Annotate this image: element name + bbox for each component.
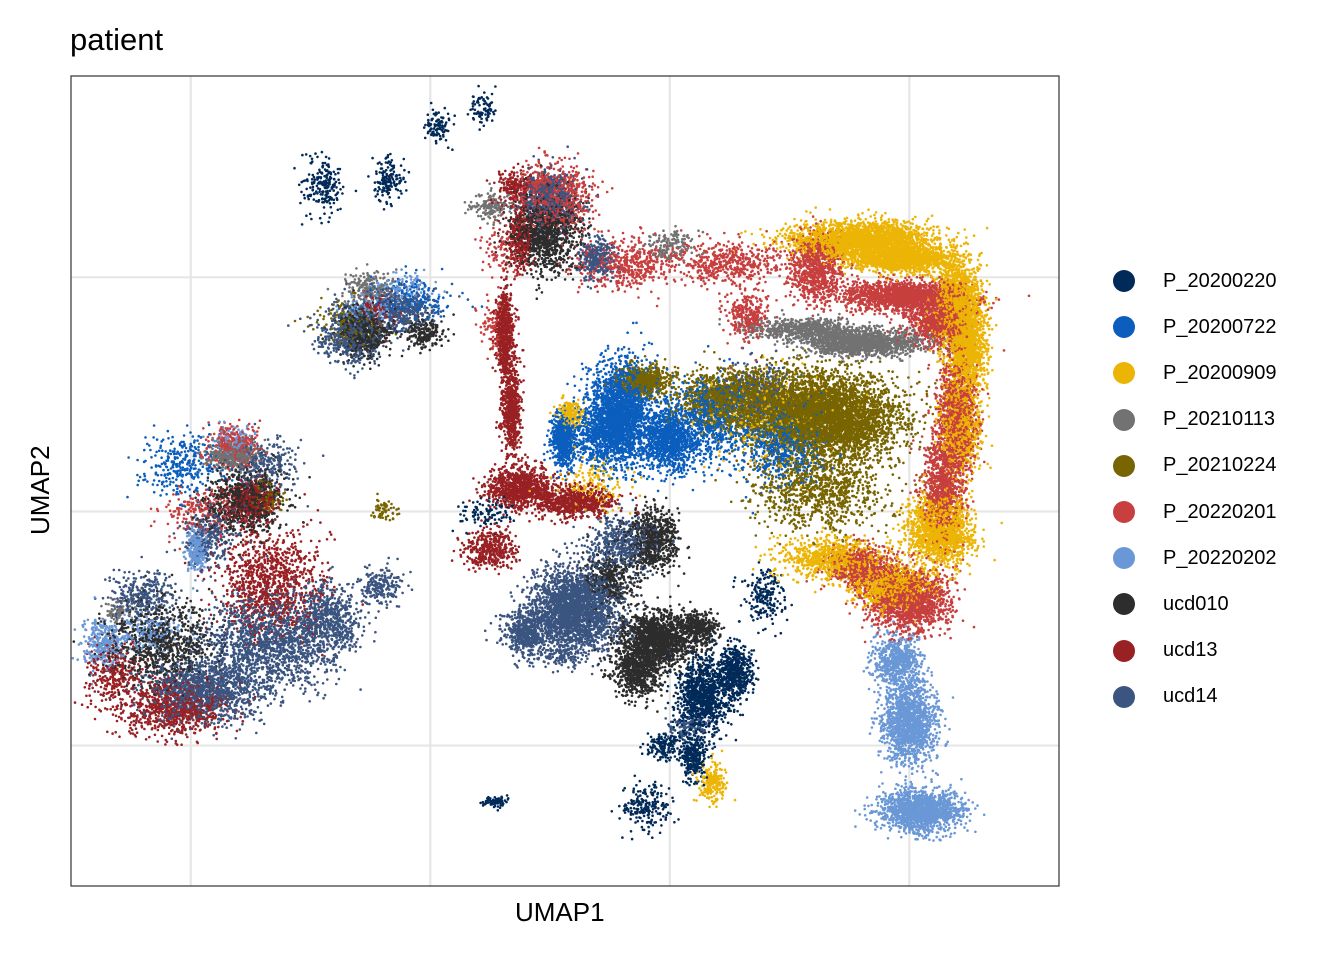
data-point (863, 808, 866, 811)
data-point (600, 660, 603, 663)
data-point (896, 376, 899, 379)
data-point (371, 157, 374, 160)
data-point (285, 523, 288, 526)
data-point (453, 123, 456, 126)
data-point (310, 684, 313, 687)
data-point (518, 333, 521, 336)
data-point (871, 308, 874, 311)
data-point (878, 795, 881, 798)
data-point (938, 578, 941, 581)
data-point (833, 514, 836, 517)
data-point (506, 271, 509, 274)
data-point (294, 458, 297, 461)
data-point (949, 241, 952, 244)
data-point (526, 456, 529, 459)
data-point (311, 178, 314, 181)
data-point (762, 574, 765, 577)
data-point (962, 555, 965, 558)
data-point (639, 746, 642, 749)
data-point (554, 257, 557, 260)
data-point (155, 451, 158, 454)
data-point (690, 258, 693, 261)
data-point (804, 520, 807, 523)
data-point (738, 470, 741, 473)
data-point (847, 283, 850, 286)
data-point (932, 225, 935, 228)
data-point (198, 460, 201, 463)
data-point (923, 281, 926, 284)
data-point (178, 609, 181, 612)
data-point (159, 494, 162, 497)
data-point (895, 441, 898, 444)
data-point (594, 529, 597, 532)
data-point (763, 236, 766, 239)
data-point (779, 602, 782, 605)
data-point (755, 333, 758, 336)
data-point (930, 780, 933, 783)
data-point (850, 307, 853, 310)
data-point (710, 462, 713, 465)
data-point (562, 269, 565, 272)
data-point (123, 643, 126, 646)
data-point (513, 278, 516, 281)
data-point (363, 626, 366, 629)
data-point (118, 716, 121, 719)
data-point (240, 706, 243, 709)
data-point (923, 657, 926, 660)
data-point (505, 447, 508, 450)
data-point (614, 690, 617, 693)
data-point (322, 162, 325, 165)
data-point (870, 640, 873, 643)
data-point (212, 444, 215, 447)
data-point (89, 657, 92, 660)
data-point (375, 170, 378, 173)
data-point (586, 373, 589, 376)
data-point (796, 354, 799, 357)
data-point (216, 629, 219, 632)
data-point (991, 347, 994, 350)
data-point (282, 500, 285, 503)
data-point (100, 620, 103, 623)
data-point (349, 372, 352, 375)
data-point (197, 575, 200, 578)
data-point (332, 189, 335, 192)
data-point (775, 361, 778, 364)
data-point (892, 824, 895, 827)
data-point (688, 397, 691, 400)
data-point (611, 647, 614, 650)
data-point (735, 459, 738, 462)
data-point (374, 181, 377, 184)
data-point (714, 479, 717, 482)
